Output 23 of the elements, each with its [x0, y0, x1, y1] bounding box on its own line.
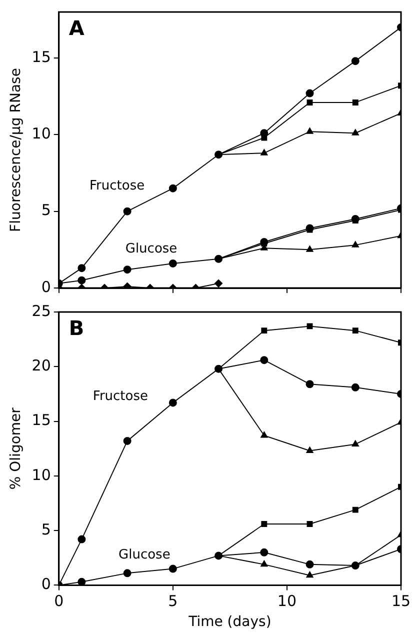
- y-axis-title: Fluorescence/µg RNase: [8, 68, 24, 232]
- y-tick-label: 10: [32, 466, 51, 484]
- y-tick-label: 5: [41, 520, 51, 538]
- x-tick-label: 15: [391, 592, 411, 610]
- y-tick-label: 15: [32, 48, 51, 66]
- y-tick-label: 10: [32, 124, 51, 143]
- y-axis-title: % Oligomer: [8, 407, 24, 490]
- x-tick-label: 10: [277, 592, 297, 610]
- x-tick-label: 0: [54, 592, 64, 610]
- annotation: Glucose: [118, 548, 170, 563]
- y-tick-label: 20: [32, 356, 51, 375]
- chart-title: A: [68, 16, 85, 40]
- x-axis-title: Time (days): [188, 614, 272, 630]
- annotation: Fructose: [92, 389, 148, 404]
- y-tick-label: 0: [41, 278, 51, 296]
- y-tick-label: 25: [32, 302, 51, 320]
- x-tick-label: 5: [168, 592, 178, 610]
- chart-title: B: [68, 316, 84, 340]
- y-tick-label: 0: [41, 575, 51, 594]
- annotation: Fructose: [90, 178, 145, 194]
- annotation: Glucose: [125, 242, 178, 257]
- y-tick-label: 15: [32, 411, 51, 430]
- y-tick-label: 5: [41, 201, 51, 220]
